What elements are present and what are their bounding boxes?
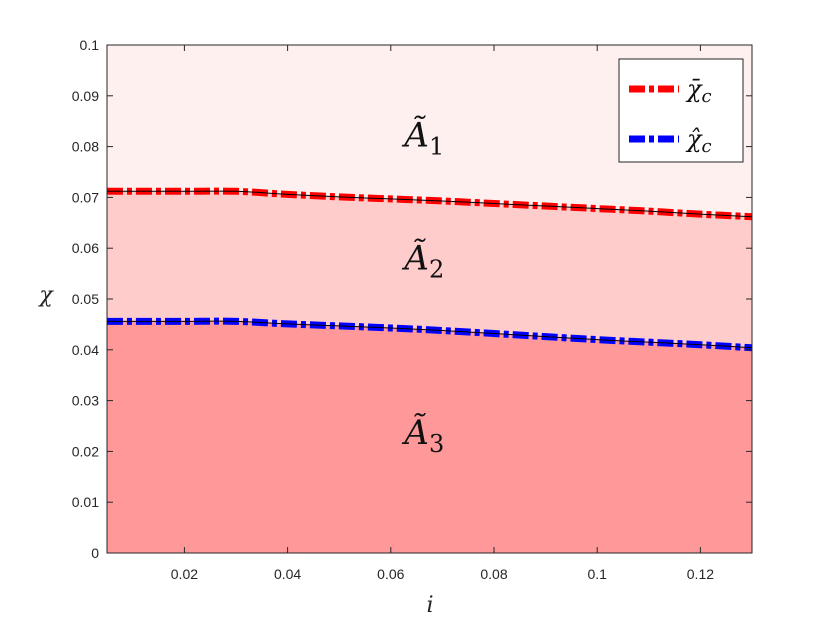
x-axis-label: i <box>426 593 433 618</box>
legend-label: χ̄c <box>685 75 712 107</box>
region-a3-fill <box>107 321 752 553</box>
curves-layer <box>107 187 753 352</box>
x-tick-label: 0.02 <box>171 566 198 582</box>
chi-bar-c-series-centerline <box>107 190 753 218</box>
x-tick-label: 0.12 <box>687 566 714 582</box>
ticks-layer: 0.02 0.04 0.06 0.08 0.1 0.12 0 0.01 0.02 0.03 0.04… <box>72 37 752 582</box>
y-tick-label: 0 <box>91 545 99 561</box>
legend-label: χ̂c <box>685 125 712 157</box>
y-tick-label: 0.05 <box>72 291 99 307</box>
region-label-a2: Ã2 <box>401 239 444 284</box>
x-tick-label: 0.04 <box>274 566 301 582</box>
legend: χ̄c χ̂c <box>618 58 744 163</box>
y-tick-label: 0.02 <box>72 443 99 459</box>
region-label-a1: Ã1 <box>401 116 444 161</box>
x-tick-label: 0.06 <box>377 566 404 582</box>
y-tick-label: 0.1 <box>80 37 100 53</box>
region-label-a3: Ã3 <box>401 413 444 458</box>
legend-box <box>618 58 744 163</box>
y-tick-label: 0.04 <box>72 342 99 358</box>
chi-hat-c-series-centerline <box>107 320 753 349</box>
y-tick-label: 0.07 <box>72 189 99 205</box>
y-tick-label: 0.09 <box>72 88 99 104</box>
y-tick-label: 0.03 <box>72 393 99 409</box>
y-tick-label: 0.06 <box>72 240 99 256</box>
y-tick-label: 0.01 <box>72 494 99 510</box>
x-tick-label: 0.1 <box>587 566 607 582</box>
region-labels-layer: Ã1 Ã2 Ã3 <box>401 116 444 458</box>
x-tick-label: 0.08 <box>480 566 507 582</box>
y-tick-label: 0.08 <box>72 139 99 155</box>
y-axis-label: χ <box>37 283 54 308</box>
